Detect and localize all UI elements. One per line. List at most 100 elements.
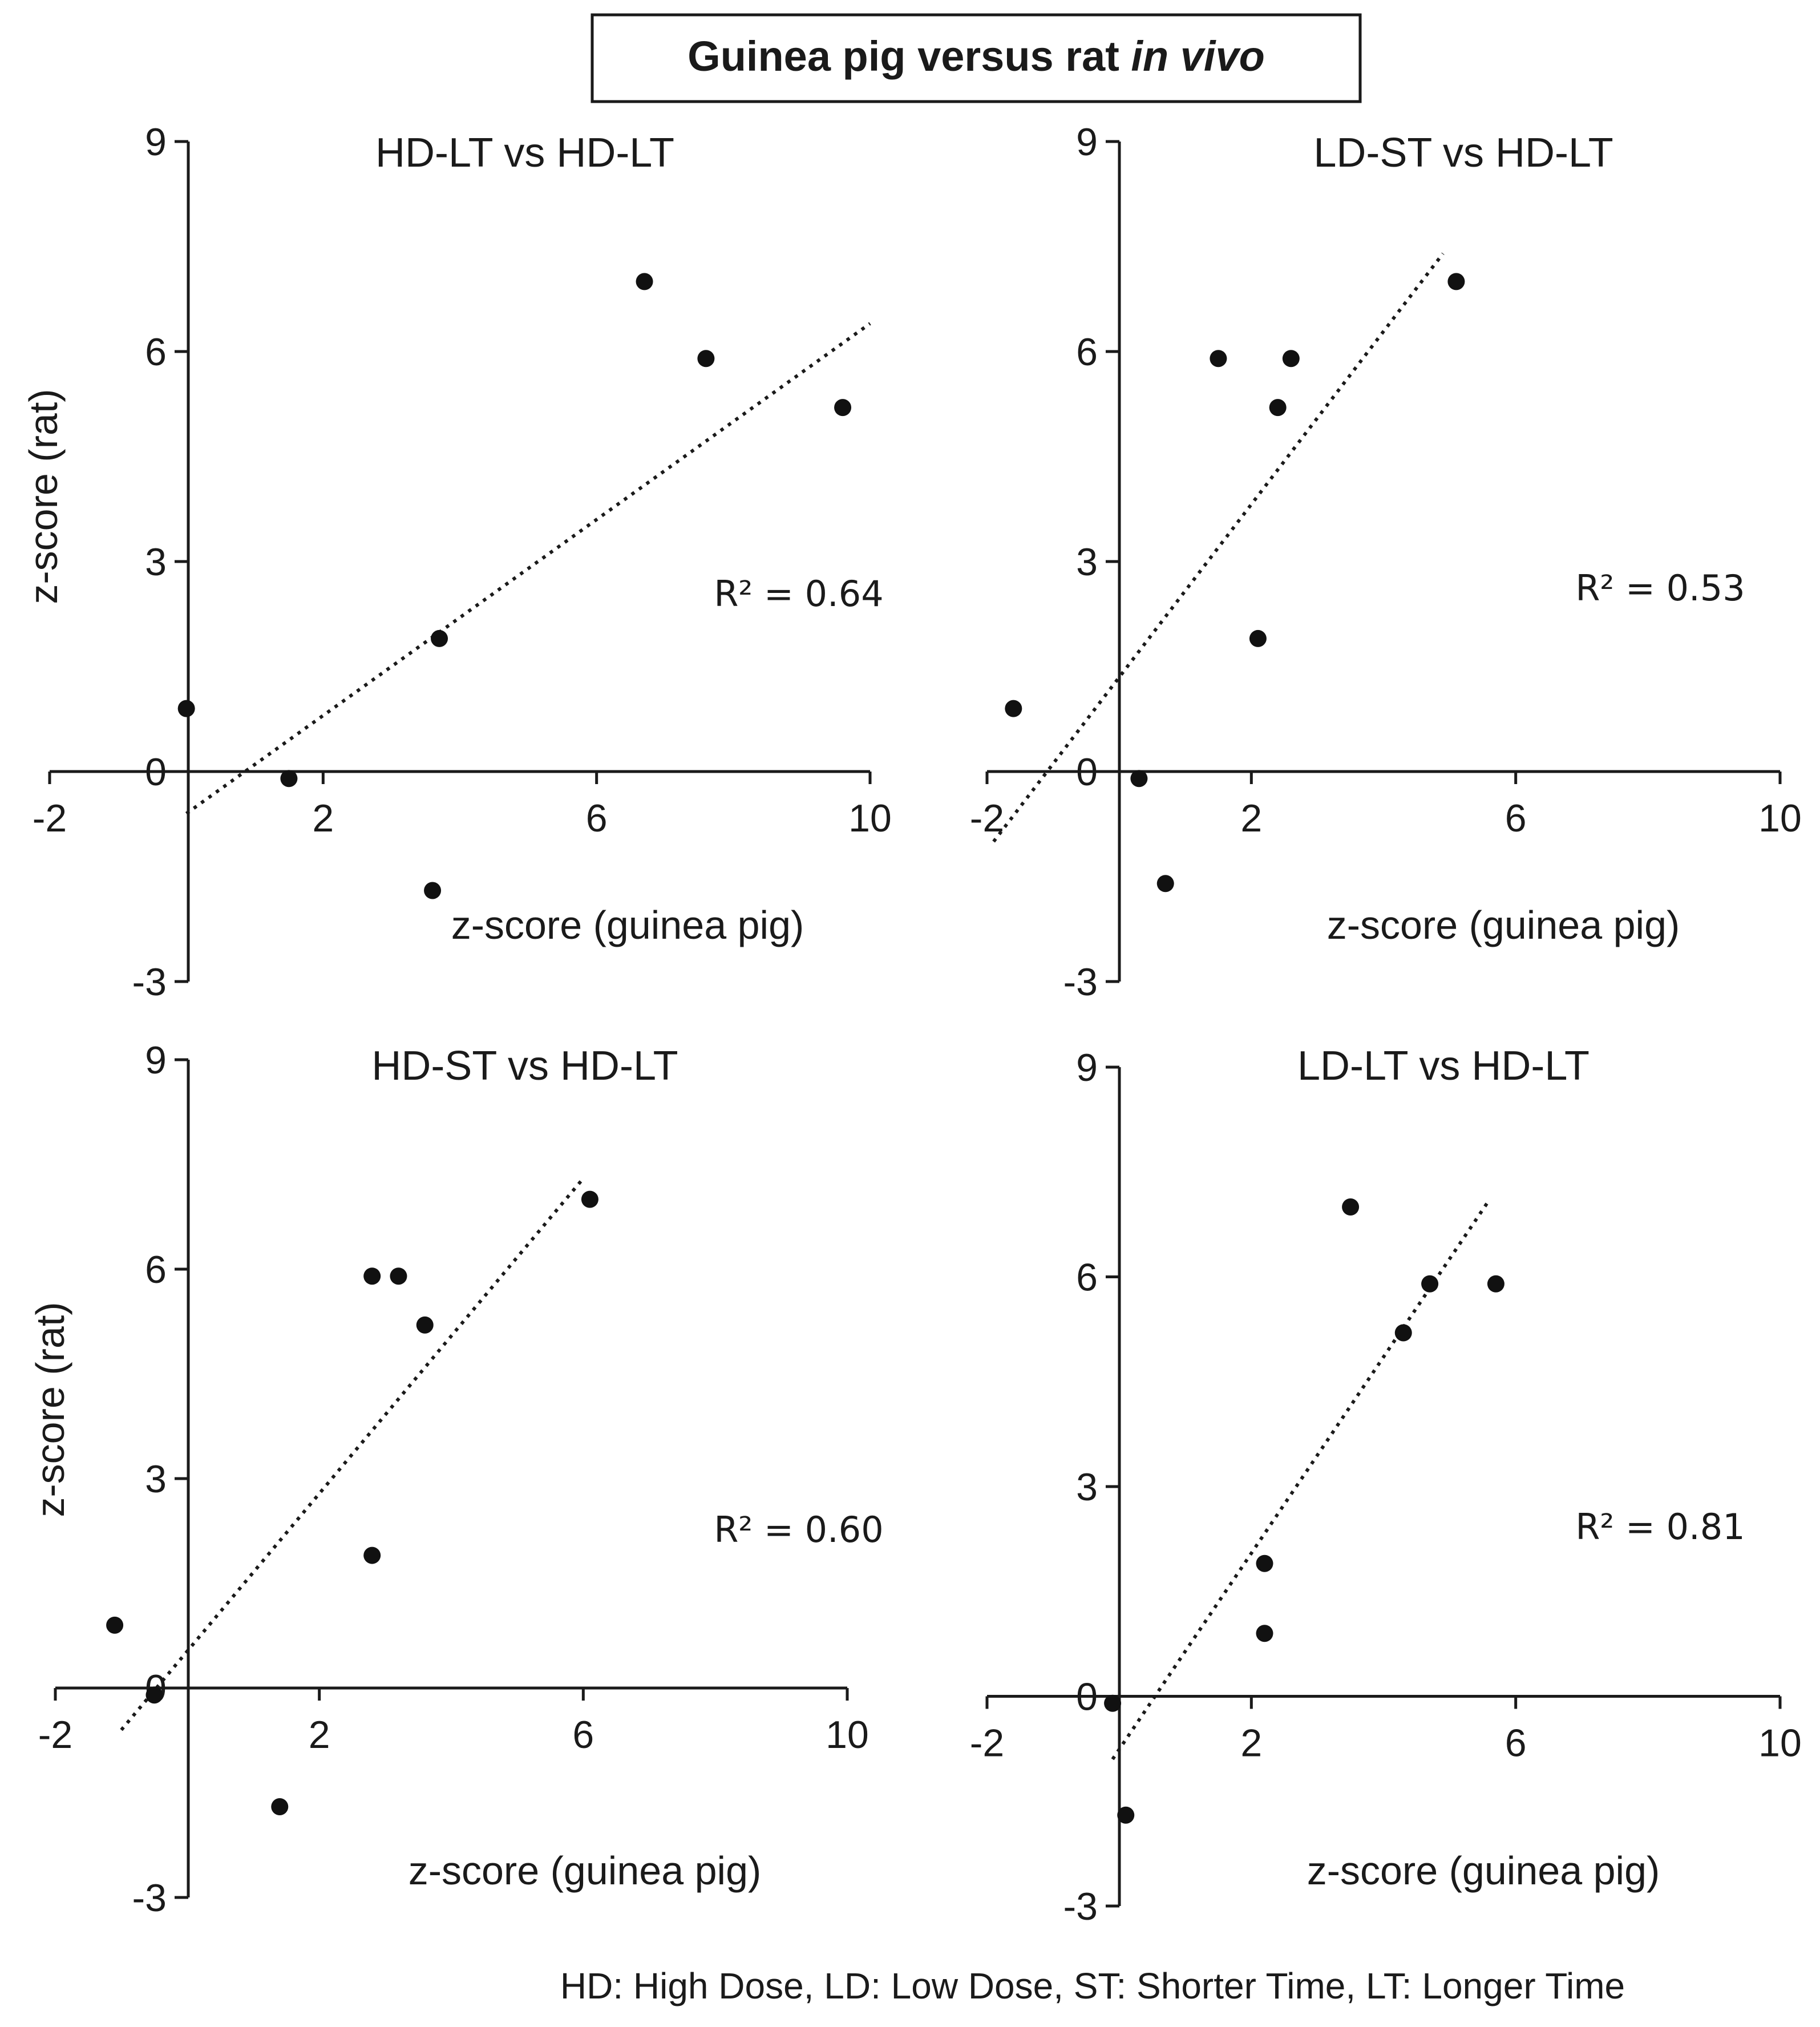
data-point [1249, 629, 1267, 647]
y-tick-label: 9 [145, 120, 167, 164]
panel-hd-lt: HD-LT vs HD-LT z-score (rat) z-score (gu… [21, 120, 892, 1004]
data-point [834, 399, 852, 417]
data-point [363, 1547, 381, 1564]
data-point [1394, 1324, 1412, 1342]
y-tick-label: -3 [1063, 1885, 1098, 1928]
data-points [1104, 1198, 1504, 1824]
trend-line [120, 1177, 585, 1731]
data-points [177, 273, 852, 899]
x-tick-label: 6 [572, 1713, 594, 1757]
axes: -2 2 6 10 9 6 3 0 -3 [33, 120, 892, 1004]
data-point [1117, 1806, 1135, 1824]
data-point [581, 1190, 598, 1208]
trend-line [1111, 1199, 1491, 1760]
data-point [1282, 350, 1300, 368]
x-axis-label: z-score (guinea pig) [1327, 903, 1680, 947]
data-point [1130, 770, 1148, 788]
data-point [416, 1316, 434, 1334]
axes: -2 2 6 10 9 6 3 0 -3 [970, 1046, 1802, 1928]
y-tick-label: 3 [1076, 540, 1098, 584]
data-point [1421, 1275, 1439, 1293]
main-title: Guinea pig versus rat in vivo [687, 33, 1265, 80]
x-axis-label: z-score (guinea pig) [451, 903, 804, 947]
y-tick-label: 3 [145, 1457, 167, 1501]
y-tick-label: -3 [132, 960, 167, 1004]
data-point [1156, 875, 1174, 893]
y-axis-label: z-score (rat) [21, 389, 66, 604]
data-point [145, 1686, 163, 1704]
data-point [1005, 700, 1022, 717]
x-tick-label: 6 [586, 797, 608, 840]
data-point [363, 1267, 381, 1285]
data-point [390, 1267, 407, 1285]
panel-ld-st: LD-ST vs HD-LT z-score (guinea pig) R² =… [970, 120, 1802, 1004]
data-point [280, 770, 298, 788]
data-point [636, 273, 653, 290]
panel-title: LD-ST vs HD-LT [1313, 130, 1613, 176]
x-tick-label: 6 [1505, 797, 1527, 840]
main-title-frame [591, 13, 1362, 103]
panel-title: LD-LT vs HD-LT [1297, 1043, 1590, 1089]
y-axis-label: z-score (rat) [28, 1302, 72, 1517]
x-tick-label: 2 [1240, 797, 1262, 840]
trend-line [185, 322, 871, 815]
data-point [1256, 1625, 1273, 1642]
footnote: HD: High Dose, LD: Low Dose, ST: Shorter… [560, 1965, 1625, 2006]
y-tick-label: 0 [1076, 750, 1098, 794]
data-point [177, 700, 195, 717]
y-tick-label: 0 [1076, 1675, 1098, 1719]
x-axis-label: z-score (guinea pig) [1307, 1848, 1660, 1893]
data-points [1005, 273, 1465, 893]
y-tick-label: -3 [1063, 960, 1098, 1004]
y-tick-label: 6 [1076, 330, 1098, 374]
data-point [697, 350, 715, 368]
y-tick-label: 6 [1076, 1256, 1098, 1299]
data-point [1269, 399, 1287, 417]
x-tick-label: -2 [33, 797, 67, 840]
y-tick-label: 9 [1076, 120, 1098, 164]
y-tick-label: 3 [1076, 1465, 1098, 1509]
y-tick-label: 0 [145, 750, 167, 794]
x-tick-label: 10 [1758, 1722, 1802, 1765]
data-point [106, 1616, 124, 1634]
y-tick-label: 9 [145, 1039, 167, 1082]
y-tick-label: 9 [1076, 1046, 1098, 1089]
y-tick-label: 6 [145, 330, 167, 374]
y-tick-label: -3 [132, 1876, 167, 1920]
x-axis-label: z-score (guinea pig) [409, 1848, 762, 1893]
r2-label: R² = 0.81 [1575, 1506, 1745, 1548]
x-tick-label: 10 [826, 1713, 869, 1757]
data-point [424, 882, 442, 899]
panel-ld-lt: LD-LT vs HD-LT z-score (guinea pig) R² =… [970, 1043, 1802, 1928]
trend-line [992, 252, 1445, 843]
x-tick-label: 6 [1505, 1722, 1527, 1765]
y-tick-label: 6 [145, 1248, 167, 1291]
r2-label: R² = 0.53 [1575, 567, 1745, 609]
main-title-box: Guinea pig versus rat in vivo [591, 13, 1362, 103]
panel-hd-st: HD-ST vs HD-LT z-score (rat) z-score (gu… [28, 1039, 884, 1920]
x-tick-label: 10 [848, 797, 892, 840]
data-point [1210, 350, 1227, 368]
x-tick-label: 2 [1240, 1722, 1262, 1765]
data-point [1104, 1694, 1122, 1712]
x-tick-label: 2 [312, 797, 334, 840]
data-point [1256, 1554, 1273, 1572]
panel-title: HD-ST vs HD-LT [371, 1043, 678, 1089]
panel-title: HD-LT vs HD-LT [375, 130, 674, 176]
r2-label: R² = 0.60 [714, 1509, 883, 1550]
x-tick-label: 2 [309, 1713, 330, 1757]
r2-label: R² = 0.64 [714, 573, 883, 615]
data-point [1342, 1198, 1360, 1216]
x-tick-label: 10 [1758, 797, 1802, 840]
main-title-italic: in vivo [1131, 33, 1264, 80]
x-tick-label: -2 [970, 1722, 1004, 1765]
data-point [1487, 1275, 1504, 1293]
y-tick-label: 3 [145, 540, 167, 584]
data-point [431, 629, 448, 647]
data-points [106, 1190, 598, 1815]
main-title-text: Guinea pig versus rat [687, 33, 1131, 80]
x-tick-label: -2 [38, 1713, 72, 1757]
